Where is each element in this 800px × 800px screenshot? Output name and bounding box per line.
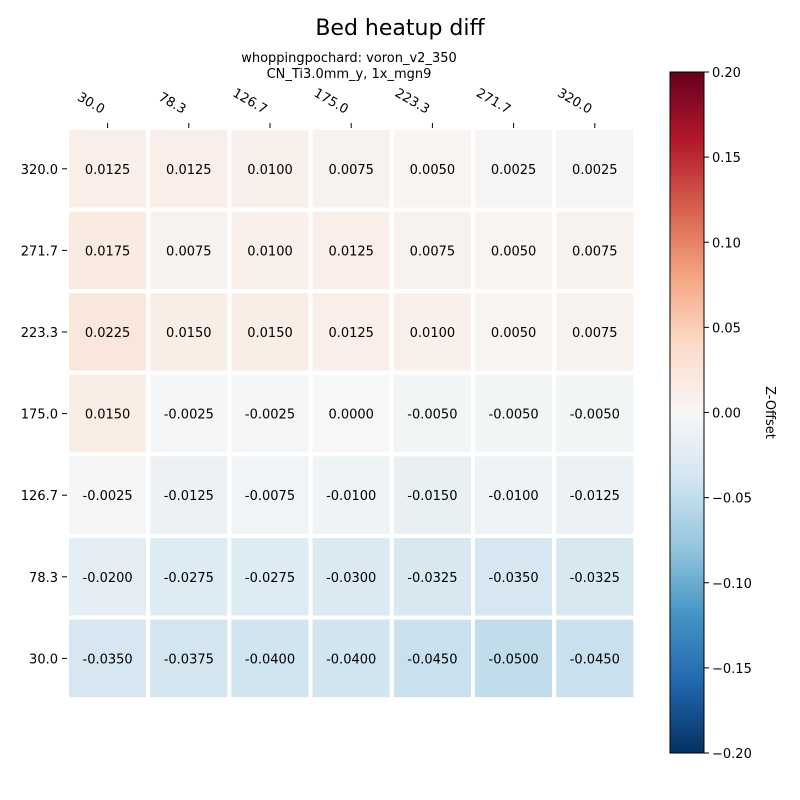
heatmap-cell bbox=[552, 615, 638, 702]
chart-title: Bed heatup diff bbox=[315, 16, 485, 41]
colorbar-tick-label: −0.15 bbox=[712, 662, 752, 677]
cell-value-label: -0.0050 bbox=[407, 408, 457, 423]
cell-value-label: 0.0125 bbox=[328, 244, 374, 259]
cell-value-label: 0.0125 bbox=[166, 163, 212, 178]
colorbar-tick-label: 0.10 bbox=[712, 236, 741, 251]
cell-value-label: -0.0025 bbox=[245, 408, 295, 423]
cell-value-label: -0.0450 bbox=[570, 652, 620, 667]
cell-value-label: 0.0150 bbox=[247, 326, 293, 341]
cell-value-label: -0.0325 bbox=[407, 571, 457, 586]
y-tick-label: 271.7 bbox=[21, 244, 58, 259]
heatmap-cell bbox=[65, 534, 151, 620]
colorbar-tick-label: 0.05 bbox=[712, 321, 741, 336]
x-tick-label: 30.0 bbox=[75, 90, 108, 117]
cell-value-label: -0.0125 bbox=[570, 489, 620, 504]
colorbar-tick-label: −0.20 bbox=[712, 747, 752, 762]
cell-value-label: -0.0375 bbox=[164, 652, 214, 667]
heatmap-cell bbox=[389, 615, 475, 702]
chart-subtitle-line-2: CN_Ti3.0mm_y, 1x_mgn9 bbox=[267, 67, 432, 82]
cell-value-label: 0.0100 bbox=[410, 326, 456, 341]
cell-value-label: 0.0100 bbox=[247, 244, 293, 259]
cell-value-label: -0.0300 bbox=[326, 571, 376, 586]
heatmap-cell bbox=[65, 452, 151, 538]
colorbar-tick-label: 0.20 bbox=[712, 66, 741, 81]
cell-value-label: -0.0025 bbox=[164, 408, 214, 423]
colorbar-axis-label: Z-Offset bbox=[762, 386, 777, 439]
cell-value-label: 0.0050 bbox=[491, 326, 537, 341]
heatmap-cell bbox=[227, 615, 313, 702]
y-axis-ticks: 320.0 271.7 223.3 175.0 126.7 78.3 30.0 bbox=[21, 163, 67, 667]
y-tick-label: 320.0 bbox=[21, 163, 58, 178]
cell-value-label: -0.0350 bbox=[489, 571, 539, 586]
cell-value-label: 0.0075 bbox=[572, 326, 618, 341]
colorbar-gradient bbox=[669, 71, 705, 754]
cell-value-label: -0.0100 bbox=[326, 489, 376, 504]
colorbar-tick-label: 0.00 bbox=[712, 407, 741, 422]
cell-value-label: 0.0225 bbox=[85, 326, 131, 341]
cell-value-label: -0.0150 bbox=[407, 489, 457, 504]
cell-value-label: -0.0050 bbox=[489, 408, 539, 423]
x-tick-label: 175.0 bbox=[311, 86, 351, 118]
cell-value-label: 0.0075 bbox=[166, 244, 212, 259]
heatmap-cell bbox=[471, 289, 557, 375]
x-tick-label: 78.3 bbox=[156, 90, 189, 117]
cell-value-label: -0.0125 bbox=[164, 489, 214, 504]
cell-value-label: -0.0275 bbox=[164, 571, 214, 586]
heatmap-cell bbox=[227, 289, 313, 375]
y-tick-label: 126.7 bbox=[21, 489, 58, 504]
cell-value-label: -0.0050 bbox=[570, 408, 620, 423]
cell-value-label: -0.0100 bbox=[489, 489, 539, 504]
cell-value-label: -0.0200 bbox=[83, 571, 133, 586]
x-tick-label: 126.7 bbox=[230, 86, 270, 118]
cell-value-label: 0.0075 bbox=[572, 244, 618, 259]
heatmap-cell bbox=[308, 615, 394, 702]
y-tick-label: 30.0 bbox=[29, 652, 58, 667]
cell-value-label: 0.0075 bbox=[328, 163, 374, 178]
cell-value-label: -0.0025 bbox=[83, 489, 133, 504]
heatmap-cell bbox=[471, 615, 557, 702]
y-tick-label: 78.3 bbox=[29, 571, 58, 586]
heatmap-cell bbox=[471, 370, 557, 457]
cell-value-label: 0.0125 bbox=[328, 326, 374, 341]
heatmap-cell bbox=[227, 207, 313, 294]
heatmap-cell bbox=[146, 370, 232, 457]
y-tick-label: 223.3 bbox=[21, 326, 58, 341]
cell-value-label: 0.0150 bbox=[166, 326, 212, 341]
cell-value-label: -0.0350 bbox=[83, 652, 133, 667]
cell-value-label: 0.0050 bbox=[410, 163, 456, 178]
cell-value-label: -0.0325 bbox=[570, 571, 620, 586]
cell-value-label: -0.0450 bbox=[407, 652, 457, 667]
heatmap-cell bbox=[227, 452, 313, 538]
cell-value-label: 0.0050 bbox=[491, 244, 537, 259]
heatmap-cell bbox=[146, 534, 232, 620]
cell-value-label: 0.0025 bbox=[491, 163, 537, 178]
x-tick-label: 223.3 bbox=[392, 86, 432, 118]
cell-value-label: -0.0275 bbox=[245, 571, 295, 586]
x-axis-ticks: 30.0 78.3 126.7 175.0 223.3 271.7 320.0 bbox=[75, 86, 596, 128]
chart-subtitle-line-1: whoppingpochard: voron_v2_350 bbox=[241, 51, 457, 66]
colorbar-tick-label: −0.10 bbox=[712, 577, 752, 592]
x-tick-label: 320.0 bbox=[555, 86, 595, 118]
heatmap-cell bbox=[146, 289, 232, 375]
cell-value-label: 0.0000 bbox=[328, 408, 374, 423]
cell-value-label: 0.0025 bbox=[572, 163, 618, 178]
cell-value-label: -0.0400 bbox=[326, 652, 376, 667]
heatmap-cell bbox=[389, 289, 475, 375]
colorbar: −0.20 −0.15 −0.10 −0.05 0.00 0.05 0.10 0.15 0.20… bbox=[669, 66, 777, 762]
x-tick-label: 271.7 bbox=[473, 86, 513, 118]
colorbar-tick-label: 0.15 bbox=[712, 151, 741, 166]
cell-value-label: 0.0100 bbox=[247, 163, 293, 178]
cell-value-label: 0.0150 bbox=[85, 408, 131, 423]
cell-value-label: -0.0400 bbox=[245, 652, 295, 667]
colorbar-tick-label: −0.05 bbox=[712, 492, 752, 507]
cell-value-label: 0.0125 bbox=[85, 163, 131, 178]
heatmap-cells: 0.0125 0.0125 0.0100 0.0075 0.0050 0.0025 0.00… bbox=[65, 126, 638, 702]
y-tick-label: 175.0 bbox=[21, 408, 58, 423]
cell-value-label: 0.0175 bbox=[85, 244, 131, 259]
cell-value-label: 0.0075 bbox=[410, 244, 456, 259]
cell-value-label: -0.0075 bbox=[245, 489, 295, 504]
cell-value-label: -0.0500 bbox=[489, 652, 539, 667]
